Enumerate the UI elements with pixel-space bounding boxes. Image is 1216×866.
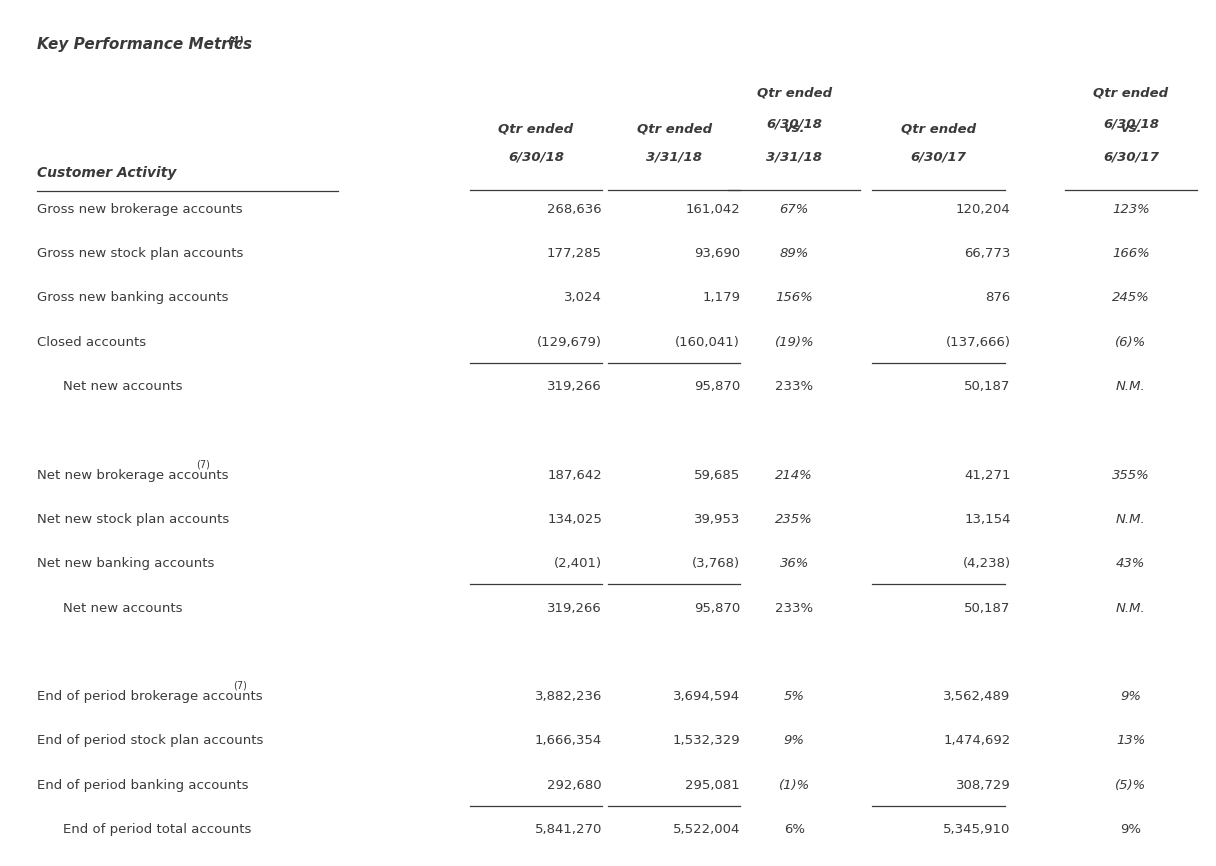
Text: 9%: 9% [784, 734, 805, 747]
Text: End of period banking accounts: End of period banking accounts [36, 779, 248, 792]
Text: 161,042: 161,042 [686, 203, 741, 216]
Text: 1,666,354: 1,666,354 [535, 734, 602, 747]
Text: 268,636: 268,636 [547, 203, 602, 216]
Text: N.M.: N.M. [1116, 513, 1145, 526]
Text: 13%: 13% [1116, 734, 1145, 747]
Text: Qtr ended: Qtr ended [901, 122, 976, 135]
Text: Net new brokerage accounts: Net new brokerage accounts [36, 469, 229, 481]
Text: Net new accounts: Net new accounts [63, 380, 182, 393]
Text: 3,024: 3,024 [564, 291, 602, 304]
Text: Qtr ended: Qtr ended [499, 122, 574, 135]
Text: vs.: vs. [783, 122, 805, 135]
Text: N.M.: N.M. [1116, 602, 1145, 615]
Text: 95,870: 95,870 [694, 602, 741, 615]
Text: End of period brokerage accounts: End of period brokerage accounts [36, 690, 263, 703]
Text: 120,204: 120,204 [956, 203, 1010, 216]
Text: 41,271: 41,271 [964, 469, 1010, 481]
Text: 93,690: 93,690 [694, 247, 741, 260]
Text: 156%: 156% [776, 291, 814, 304]
Text: 134,025: 134,025 [547, 513, 602, 526]
Text: (5)%: (5)% [1115, 779, 1147, 792]
Text: 59,685: 59,685 [694, 469, 741, 481]
Text: 233%: 233% [776, 602, 814, 615]
Text: 876: 876 [985, 291, 1010, 304]
Text: 6/30/17: 6/30/17 [911, 150, 967, 163]
Text: (3,768): (3,768) [692, 557, 741, 570]
Text: 39,953: 39,953 [694, 513, 741, 526]
Text: End of period stock plan accounts: End of period stock plan accounts [36, 734, 264, 747]
Text: Qtr ended: Qtr ended [756, 87, 832, 100]
Text: 292,680: 292,680 [547, 779, 602, 792]
Text: Key Performance Metrics: Key Performance Metrics [36, 36, 252, 52]
Text: 67%: 67% [779, 203, 809, 216]
Text: vs.: vs. [1120, 122, 1142, 135]
Text: (6)%: (6)% [1115, 336, 1147, 349]
Text: (19)%: (19)% [775, 336, 815, 349]
Text: 3,882,236: 3,882,236 [535, 690, 602, 703]
Text: 9%: 9% [1120, 823, 1142, 836]
Text: 5,841,270: 5,841,270 [535, 823, 602, 836]
Text: 245%: 245% [1113, 291, 1150, 304]
Text: Net new accounts: Net new accounts [63, 602, 182, 615]
Text: 123%: 123% [1113, 203, 1150, 216]
Text: 295,081: 295,081 [686, 779, 741, 792]
Text: (137,666): (137,666) [946, 336, 1010, 349]
Text: 36%: 36% [779, 557, 809, 570]
Text: 308,729: 308,729 [956, 779, 1010, 792]
Text: (2,401): (2,401) [553, 557, 602, 570]
Text: 5,345,910: 5,345,910 [944, 823, 1010, 836]
Text: 235%: 235% [776, 513, 814, 526]
Text: 9%: 9% [1120, 690, 1142, 703]
Text: 3,562,489: 3,562,489 [944, 690, 1010, 703]
Text: Qtr ended: Qtr ended [1093, 87, 1169, 100]
Text: 6/30/18: 6/30/18 [766, 118, 822, 131]
Text: 3/31/18: 3/31/18 [646, 150, 702, 163]
Text: 6/30/17: 6/30/17 [1103, 150, 1159, 163]
Text: 43%: 43% [1116, 557, 1145, 570]
Text: (4,238): (4,238) [963, 557, 1010, 570]
Text: 177,285: 177,285 [547, 247, 602, 260]
Text: 13,154: 13,154 [964, 513, 1010, 526]
Text: Closed accounts: Closed accounts [36, 336, 146, 349]
Text: Qtr ended: Qtr ended [636, 122, 711, 135]
Text: (129,679): (129,679) [537, 336, 602, 349]
Text: 5%: 5% [784, 690, 805, 703]
Text: 1,532,329: 1,532,329 [672, 734, 741, 747]
Text: (160,041): (160,041) [675, 336, 741, 349]
Text: 95,870: 95,870 [694, 380, 741, 393]
Text: 355%: 355% [1113, 469, 1150, 481]
Text: (1)%: (1)% [778, 779, 810, 792]
Text: (7): (7) [197, 459, 210, 469]
Text: Gross new brokerage accounts: Gross new brokerage accounts [36, 203, 243, 216]
Text: 1,474,692: 1,474,692 [944, 734, 1010, 747]
Text: End of period total accounts: End of period total accounts [63, 823, 252, 836]
Text: 166%: 166% [1113, 247, 1150, 260]
Text: 66,773: 66,773 [964, 247, 1010, 260]
Text: 5,522,004: 5,522,004 [672, 823, 741, 836]
Text: 1,179: 1,179 [702, 291, 741, 304]
Text: 6/30/18: 6/30/18 [508, 150, 564, 163]
Text: Net new banking accounts: Net new banking accounts [36, 557, 214, 570]
Text: 6%: 6% [784, 823, 805, 836]
Text: 3,694,594: 3,694,594 [674, 690, 741, 703]
Text: (4): (4) [227, 35, 243, 45]
Text: Net new stock plan accounts: Net new stock plan accounts [36, 513, 230, 526]
Text: N.M.: N.M. [1116, 380, 1145, 393]
Text: 319,266: 319,266 [547, 602, 602, 615]
Text: Customer Activity: Customer Activity [36, 165, 176, 180]
Text: 214%: 214% [776, 469, 814, 481]
Text: 3/31/18: 3/31/18 [766, 150, 822, 163]
Text: 187,642: 187,642 [547, 469, 602, 481]
Text: 233%: 233% [776, 380, 814, 393]
Text: 50,187: 50,187 [964, 602, 1010, 615]
Text: Gross new stock plan accounts: Gross new stock plan accounts [36, 247, 243, 260]
Text: 6/30/18: 6/30/18 [1103, 118, 1159, 131]
Text: 50,187: 50,187 [964, 380, 1010, 393]
Text: Gross new banking accounts: Gross new banking accounts [36, 291, 229, 304]
Text: (7): (7) [233, 681, 247, 690]
Text: 89%: 89% [779, 247, 809, 260]
Text: 319,266: 319,266 [547, 380, 602, 393]
